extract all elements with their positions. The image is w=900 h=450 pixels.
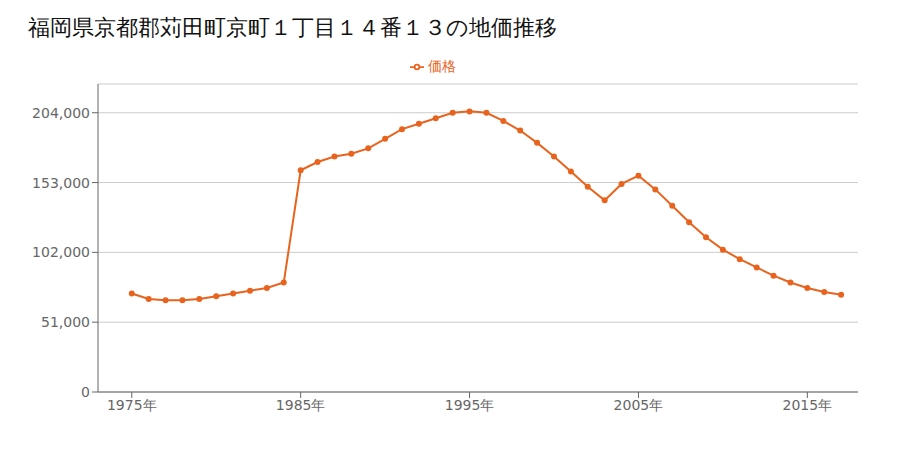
html-text:価格: 価格 [428,58,456,74]
svg-text:0: 0 [81,384,90,400]
svg-text:102,000: 102,000 [32,244,90,260]
svg-text:204,000: 204,000 [32,105,90,121]
html-text:福岡県京都郡苅田町京町１丁目１４番１３の地価推移: 福岡県京都郡苅田町京町１丁目１４番１３の地価推移 [28,15,557,40]
svg-text:1985年: 1985年 [276,397,326,413]
svg-text:1995年: 1995年 [445,397,495,413]
svg-text:1975年: 1975年 [107,397,157,413]
svg-text:2005年: 2005年 [614,397,664,413]
svg-text:2015年: 2015年 [783,397,833,413]
svg-text:51,000: 51,000 [41,314,90,330]
svg-text:153,000: 153,000 [32,175,90,191]
